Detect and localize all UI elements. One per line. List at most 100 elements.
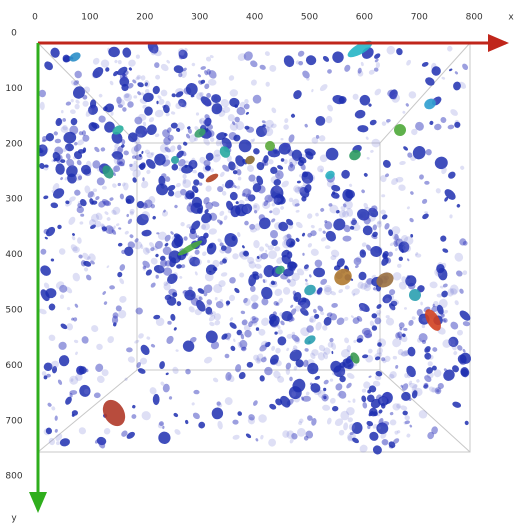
blob xyxy=(325,245,331,249)
blob xyxy=(270,107,277,114)
blob xyxy=(459,367,469,378)
blob xyxy=(166,59,171,64)
blob xyxy=(331,303,338,309)
blob xyxy=(128,67,133,72)
blob xyxy=(307,242,313,248)
blob xyxy=(141,259,151,269)
blob xyxy=(295,237,300,243)
blob xyxy=(55,163,66,176)
blob xyxy=(136,55,140,59)
blob xyxy=(118,183,121,186)
blob xyxy=(360,62,364,67)
blob xyxy=(164,242,169,247)
blob xyxy=(408,90,418,100)
blob xyxy=(246,164,256,174)
blob xyxy=(253,240,260,249)
blob xyxy=(423,345,432,354)
blob xyxy=(369,119,377,126)
x-tick-label: 100 xyxy=(81,13,98,23)
blob xyxy=(155,275,159,279)
blob xyxy=(268,64,278,73)
blob xyxy=(191,402,195,406)
blob xyxy=(395,47,403,56)
blob xyxy=(100,147,105,152)
blob xyxy=(118,242,123,246)
blob xyxy=(228,321,238,330)
blob xyxy=(270,218,276,224)
blob xyxy=(277,329,283,335)
blob xyxy=(315,212,320,217)
blob xyxy=(75,99,81,105)
blob xyxy=(232,253,239,259)
blob xyxy=(318,134,326,142)
x-tick-label: 700 xyxy=(411,13,428,23)
blob xyxy=(141,151,144,154)
blob xyxy=(239,272,245,278)
blob xyxy=(402,411,407,416)
blob xyxy=(119,263,126,271)
blob xyxy=(353,339,357,343)
blob xyxy=(170,163,179,172)
blob xyxy=(230,192,238,201)
blob xyxy=(183,236,187,240)
blob xyxy=(458,288,464,295)
blob xyxy=(373,87,382,96)
blob xyxy=(96,176,106,186)
blob xyxy=(395,365,399,369)
blob xyxy=(236,185,241,190)
blob xyxy=(243,297,251,306)
blob xyxy=(103,427,112,436)
blob xyxy=(441,76,446,80)
blob xyxy=(326,68,333,74)
blob xyxy=(127,218,133,225)
page: 0100200300400500600700800010020030040050… xyxy=(0,0,514,525)
blob xyxy=(171,122,178,129)
blob xyxy=(196,171,205,180)
blob xyxy=(118,277,125,285)
blob xyxy=(265,250,267,253)
blob xyxy=(175,349,179,352)
blob xyxy=(249,59,259,69)
blob xyxy=(352,93,359,100)
blob xyxy=(429,281,438,288)
blob xyxy=(416,379,421,384)
blob xyxy=(290,304,294,308)
blob xyxy=(155,75,160,80)
blob xyxy=(392,272,401,281)
blob xyxy=(167,321,172,325)
y-axis-label: y xyxy=(11,514,17,524)
blob xyxy=(152,85,161,95)
blob xyxy=(371,444,383,457)
blob xyxy=(434,123,442,131)
blob xyxy=(237,232,242,238)
blob xyxy=(452,400,462,408)
blob xyxy=(366,420,374,427)
blob xyxy=(286,368,290,375)
blob xyxy=(275,347,282,354)
blob xyxy=(55,139,62,144)
blob xyxy=(44,236,48,240)
blob xyxy=(60,177,64,181)
blob xyxy=(77,426,87,436)
blob xyxy=(194,271,198,276)
blob xyxy=(265,82,270,87)
blob xyxy=(343,64,351,73)
blob xyxy=(179,275,183,279)
blob xyxy=(361,388,366,393)
blob xyxy=(313,258,323,268)
blob xyxy=(143,121,147,126)
blob xyxy=(391,402,401,411)
blob xyxy=(158,431,171,445)
blob xyxy=(447,170,457,180)
blob xyxy=(306,212,313,220)
blob xyxy=(106,216,111,221)
blob xyxy=(334,382,343,392)
blob xyxy=(148,116,155,123)
blob xyxy=(229,317,234,322)
blob xyxy=(182,174,186,179)
blob xyxy=(365,136,369,140)
blob xyxy=(329,397,337,405)
blob xyxy=(60,159,65,163)
blob xyxy=(259,375,265,382)
blob xyxy=(130,413,137,420)
